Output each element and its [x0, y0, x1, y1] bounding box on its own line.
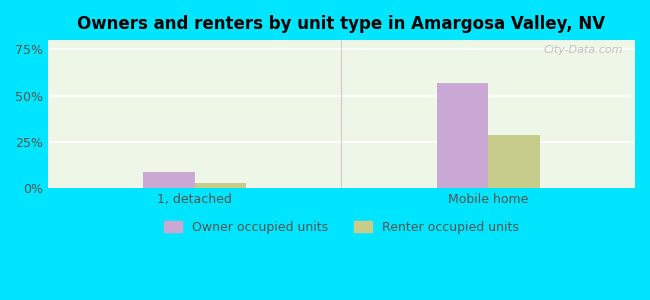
- Title: Owners and renters by unit type in Amargosa Valley, NV: Owners and renters by unit type in Amarg…: [77, 15, 606, 33]
- Bar: [488, 135, 540, 188]
- Legend: Owner occupied units, Renter occupied units: Owner occupied units, Renter occupied un…: [159, 216, 524, 238]
- Bar: [143, 172, 194, 188]
- Bar: [194, 183, 246, 188]
- Bar: [437, 83, 488, 188]
- Text: City-Data.com: City-Data.com: [544, 45, 623, 55]
